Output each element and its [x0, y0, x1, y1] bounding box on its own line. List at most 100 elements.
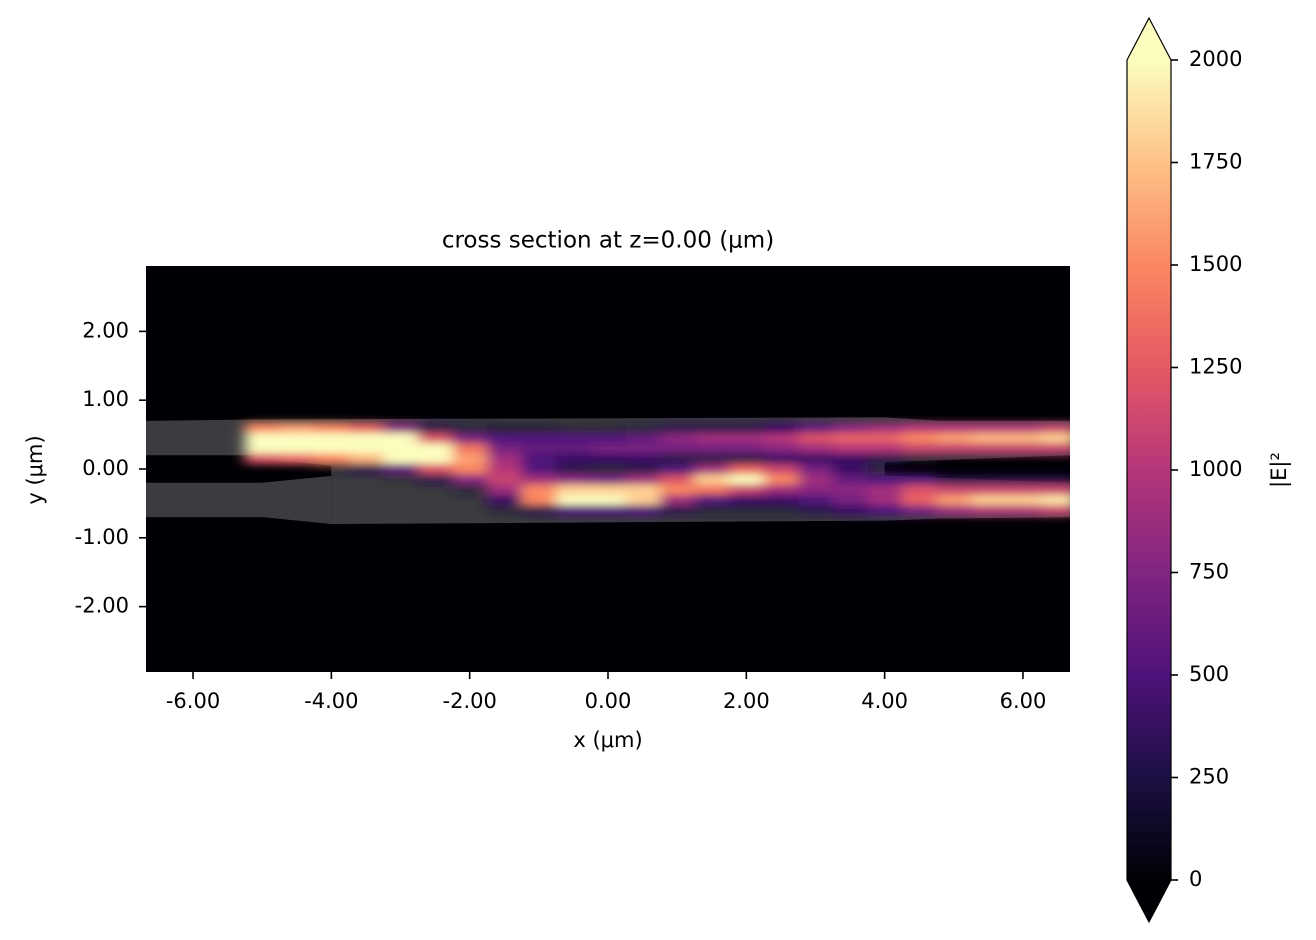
field-cell: [832, 422, 868, 434]
colorbar-tick-label: 1750: [1189, 150, 1242, 174]
x-tick-label: -6.00: [166, 689, 220, 713]
field-cell: [625, 432, 661, 444]
field-cell: [452, 495, 487, 506]
field-cell: [901, 453, 938, 465]
field-cell: [971, 494, 1007, 506]
field: [244, 422, 1070, 516]
field-cell: [659, 505, 695, 516]
field-cell: [1005, 453, 1041, 465]
field-cell: [1005, 494, 1041, 506]
field-cell: [901, 443, 938, 455]
field-cell: [418, 484, 453, 495]
field-cell: [971, 422, 1007, 434]
field-cell: [763, 422, 799, 434]
field-cell: [832, 474, 868, 485]
field-cell: [590, 432, 626, 444]
field-cell: [244, 443, 280, 455]
field-cell: [383, 422, 419, 434]
field-cell: [590, 494, 626, 506]
field-cell: [521, 453, 557, 465]
colorbar-tick-label: 500: [1189, 662, 1229, 686]
field-cell: [521, 474, 557, 485]
field-cell: [383, 432, 419, 444]
field-cell: [314, 474, 349, 485]
colorbar-tick-label: 1250: [1189, 355, 1242, 379]
field-cell: [556, 432, 592, 444]
field-cell: [279, 432, 315, 444]
field-cell: [832, 505, 868, 516]
field-cell: [901, 422, 938, 434]
field-cell: [936, 443, 972, 455]
field-cell: [763, 484, 799, 496]
field-cell: [452, 422, 488, 434]
field-cell: [867, 484, 903, 496]
field-cell: [314, 443, 350, 455]
y-tick-label: 1.00: [82, 387, 129, 411]
x-tick-label: 0.00: [585, 689, 632, 713]
field-cell: [971, 484, 1007, 496]
field-cell: [763, 432, 799, 444]
field-cell: [867, 422, 903, 434]
field-cell: [798, 474, 834, 485]
field-cell: [486, 474, 523, 485]
field-cell: [936, 474, 972, 485]
field-cell: [314, 432, 350, 444]
field-cell: [867, 505, 903, 516]
field-cell: [867, 443, 903, 455]
field-cell: [590, 453, 626, 465]
field-cell: [418, 505, 453, 516]
field-cell: [971, 443, 1007, 455]
field-cell: [1005, 474, 1041, 485]
colorbar-label: |E|²: [1267, 452, 1292, 488]
field-cell: [729, 505, 765, 516]
y-axis-label: y (μm): [23, 435, 47, 504]
y-tick-label: 2.00: [82, 318, 129, 342]
field-cell: [832, 432, 868, 444]
field-cell: [349, 495, 384, 506]
field-cell: [763, 494, 799, 506]
field-cell: [314, 495, 349, 506]
colorbar-tick-label: 1000: [1189, 457, 1242, 481]
field-cell: [659, 432, 695, 444]
field-cell: [245, 505, 280, 516]
field-cell: [245, 464, 280, 475]
field-cell: [486, 432, 523, 444]
field-cell: [279, 443, 315, 455]
field-cell: [1040, 432, 1070, 444]
colorbar-tick-label: 1500: [1189, 252, 1242, 276]
field-cell: [279, 453, 315, 465]
field-cell: [452, 474, 488, 485]
field-cell: [486, 463, 523, 475]
field-cell: [867, 494, 903, 506]
field-cell: [729, 463, 765, 475]
field-cell: [314, 422, 350, 434]
field-cell: [383, 474, 419, 485]
field-cell: [417, 432, 453, 444]
field-cell: [279, 495, 314, 506]
field-cell: [244, 453, 280, 465]
field-cell: [486, 453, 523, 465]
colorbar-tick-label: 2000: [1189, 47, 1242, 71]
field-cell: [417, 453, 453, 465]
field-cell: [279, 484, 314, 495]
field-cell: [314, 463, 350, 475]
field-cell: [659, 422, 695, 434]
field-cell: [867, 463, 903, 475]
field-cell: [936, 422, 972, 434]
field-cell: [348, 432, 384, 444]
field-cell: [798, 422, 834, 434]
field-cell: [521, 443, 557, 455]
field-clip: [244, 422, 1070, 516]
field-cell: [832, 484, 868, 496]
field-cell: [521, 422, 557, 434]
field-cell: [348, 453, 384, 465]
field-cell: [936, 453, 972, 465]
field-cell: [349, 474, 384, 485]
field-cell: [798, 494, 834, 506]
field-cell: [279, 422, 315, 434]
field-cell: [902, 464, 937, 475]
y-tick-label: -1.00: [75, 525, 129, 549]
field-cell: [625, 463, 661, 475]
field-cell: [1040, 494, 1070, 506]
field-cell: [937, 464, 972, 475]
